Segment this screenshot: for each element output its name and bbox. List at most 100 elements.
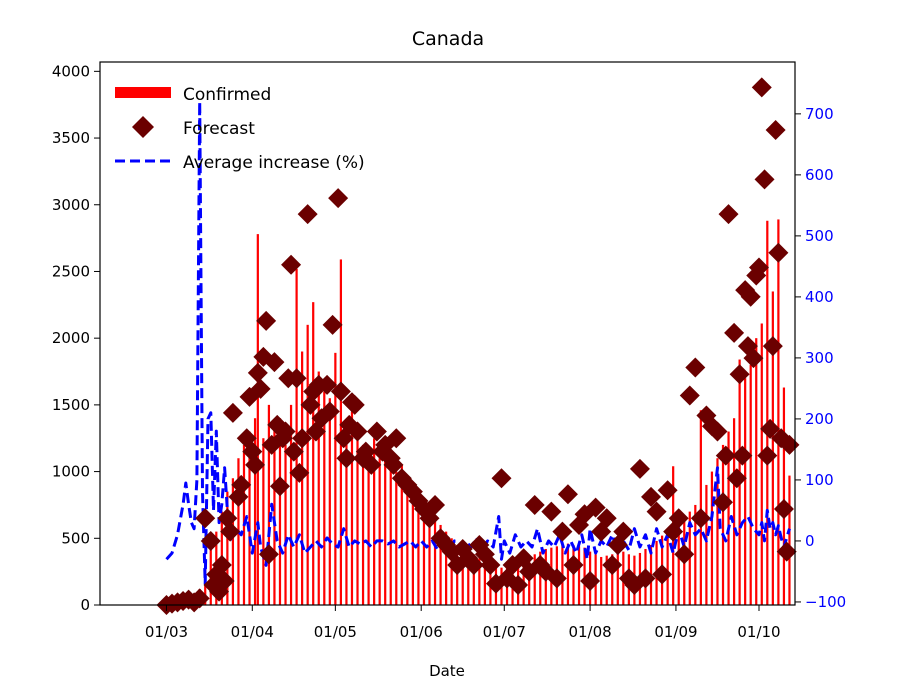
- confirmed-bar: [334, 352, 337, 605]
- forecast-marker: [242, 441, 263, 462]
- confirmed-bar: [345, 431, 348, 605]
- forecast-marker: [286, 368, 307, 389]
- confirmed-bar: [710, 471, 714, 605]
- confirmed-bar: [766, 220, 769, 605]
- forecast-marker: [289, 462, 310, 483]
- confirmed-bars: [165, 219, 791, 606]
- confirmed-bar: [361, 444, 365, 605]
- forecast-marker: [613, 521, 634, 542]
- confirmed-bar: [583, 547, 586, 605]
- forecast-marker: [715, 445, 736, 466]
- y2-tick-label: 100: [805, 471, 834, 489]
- forecast-marker: [425, 494, 446, 515]
- confirmed-bar: [395, 471, 398, 605]
- confirmed-bar: [422, 498, 426, 605]
- forecast-marker: [269, 476, 290, 497]
- forecast-marker: [713, 492, 734, 513]
- forecast-marker: [646, 501, 667, 522]
- confirmed-bar: [406, 478, 409, 605]
- forecast-marker: [220, 521, 241, 542]
- forecast-marker: [200, 530, 221, 551]
- y-tick-label: 1000: [52, 463, 90, 481]
- forecast-marker: [757, 445, 778, 466]
- confirmed-bar: [306, 324, 309, 605]
- forecast-marker: [336, 448, 357, 469]
- confirmed-bar: [749, 364, 752, 605]
- confirmed-bar: [439, 524, 442, 605]
- forecast-marker: [743, 348, 764, 369]
- y-tick-label: 1500: [52, 396, 90, 414]
- forecast-marker: [557, 484, 578, 505]
- confirmed-bar: [528, 558, 531, 605]
- legend-label: Average increase (%): [183, 153, 365, 173]
- forecast-marker: [317, 374, 338, 395]
- forecast-marker: [657, 480, 678, 501]
- confirmed-bar: [456, 544, 459, 605]
- forecast-marker: [247, 362, 268, 383]
- forecast-marker: [749, 257, 770, 278]
- y2-tick-label: 0: [805, 532, 815, 550]
- legend-label: Confirmed: [183, 85, 271, 105]
- forecast-marker: [231, 474, 252, 495]
- forecast-marker: [217, 508, 238, 529]
- forecast-marker: [480, 554, 501, 575]
- confirmed-bar: [400, 464, 403, 605]
- confirmed-bar: [566, 543, 570, 605]
- forecast-marker: [685, 357, 706, 378]
- forecast-marker: [602, 554, 623, 575]
- confirmed-bar: [356, 424, 359, 605]
- forecast-marker: [668, 508, 689, 529]
- confirmed-bar: [226, 491, 229, 605]
- forecast-marker: [760, 418, 781, 439]
- y-axis-left: 0 500 1000 1500 2000 2500 3000 3500 4000: [52, 62, 100, 614]
- forecast-marker: [330, 381, 351, 402]
- forecast-marker: [641, 486, 662, 507]
- forecast-marker: [541, 501, 562, 522]
- confirmed-bar: [533, 554, 536, 605]
- forecast-marker: [300, 394, 321, 415]
- confirmed-bar: [312, 302, 315, 605]
- confirmed-bar: [253, 418, 257, 605]
- confirmed-bar: [611, 554, 614, 605]
- confirmed-bar: [450, 538, 453, 605]
- confirmed-bar: [433, 518, 437, 605]
- confirmed-bar: [666, 530, 669, 605]
- confirmed-bar: [323, 391, 326, 605]
- y-tick-label: 0: [80, 596, 90, 614]
- forecast-marker: [264, 352, 285, 373]
- y-axis-right: −100 0 100 200 300 400 500 600 700: [795, 105, 846, 611]
- confirmed-bar: [445, 531, 448, 605]
- confirmed-bar: [788, 475, 791, 605]
- forecast-marker: [768, 242, 789, 263]
- forecast-marker: [765, 120, 786, 141]
- forecast-marker: [508, 574, 529, 595]
- forecast-marker: [751, 77, 772, 98]
- confirmed-bar: [373, 438, 376, 605]
- forecast-marker: [328, 188, 349, 209]
- forecast-marker: [754, 169, 775, 190]
- confirmed-bar: [760, 323, 763, 605]
- forecast-marker: [366, 421, 387, 442]
- x-tick-label: 01/06: [400, 623, 443, 641]
- forecast-marker: [773, 498, 794, 519]
- forecast-marker: [674, 544, 695, 565]
- confirmed-bar: [777, 219, 780, 605]
- forecast-marker: [195, 508, 216, 529]
- confirmed-bar: [467, 551, 470, 605]
- confirmed-bar: [461, 547, 464, 605]
- forecast-marker: [189, 588, 210, 609]
- forecast-marker: [256, 310, 277, 331]
- forecast-marker: [211, 554, 232, 575]
- y2-tick-label: 600: [805, 166, 834, 184]
- forecast-marker: [386, 428, 407, 449]
- confirmed-bar: [417, 491, 420, 605]
- confirmed-bar: [262, 438, 265, 605]
- forecast-marker: [546, 568, 567, 589]
- confirmed-bar: [289, 404, 293, 605]
- forecast-marker: [776, 541, 797, 562]
- y-tick-label: 3000: [52, 196, 90, 214]
- confirmed-bar: [378, 458, 381, 605]
- x-tick-label: 01/04: [231, 623, 274, 641]
- confirmed-bar: [705, 484, 708, 605]
